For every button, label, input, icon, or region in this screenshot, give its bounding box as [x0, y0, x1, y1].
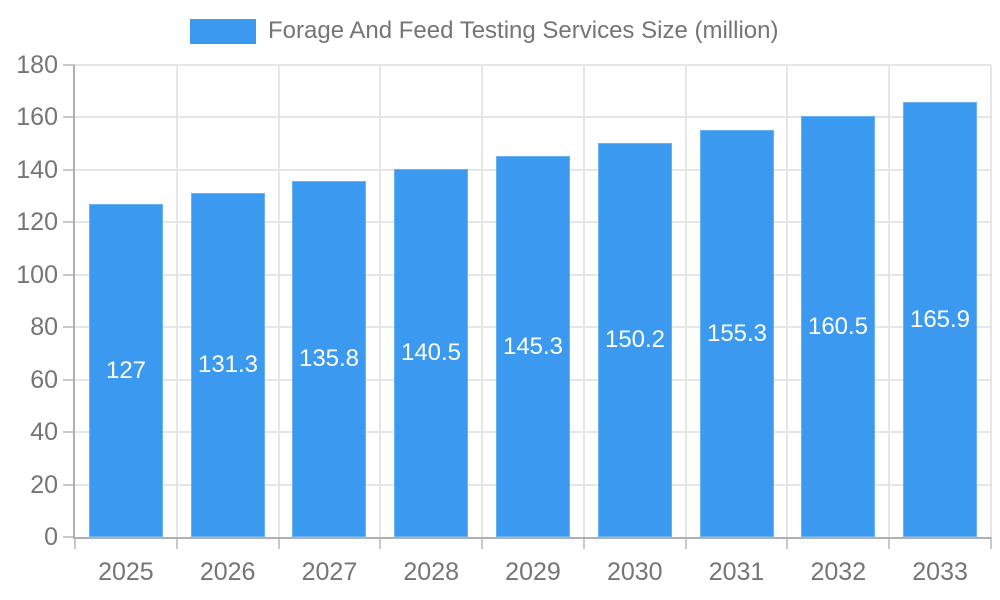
y-axis-tick: [63, 326, 75, 329]
bar-2031[interactable]: 155.3: [700, 130, 774, 537]
gridline-vertical: [786, 65, 789, 537]
bar-2025[interactable]: 127: [89, 204, 163, 537]
gridline-vertical: [684, 65, 687, 537]
y-axis-tick: [63, 483, 75, 486]
bar-2028[interactable]: 140.5: [394, 169, 468, 537]
y-axis-tick: [63, 116, 75, 119]
x-axis-label: 2029: [505, 558, 561, 586]
gridline-vertical: [582, 65, 585, 537]
bar-2029[interactable]: 145.3: [496, 156, 570, 537]
y-axis-label: 40: [30, 418, 58, 447]
y-axis-label: 80: [30, 313, 58, 342]
x-axis-tick: [74, 537, 76, 549]
legend-item[interactable]: Forage And Feed Testing Services Size (m…: [190, 17, 778, 45]
bar-value-label: 127: [105, 356, 147, 384]
gridline-vertical: [990, 65, 992, 537]
x-axis-tick: [888, 537, 891, 549]
x-axis-line: [73, 537, 991, 539]
gridline-horizontal: [75, 64, 991, 66]
y-axis-label: 0: [44, 523, 58, 551]
y-axis-label: 100: [16, 260, 58, 289]
y-axis-tick: [63, 221, 75, 224]
bar-value-label: 135.8: [298, 345, 360, 372]
bar-value-label: 145.3: [502, 332, 564, 360]
gridline-vertical: [277, 65, 280, 537]
gridline-vertical: [888, 65, 891, 537]
gridline-horizontal: [75, 116, 991, 119]
y-axis-tick: [63, 536, 75, 538]
y-axis-label: 140: [16, 155, 58, 184]
gridline-vertical: [379, 65, 382, 537]
x-axis-tick: [481, 537, 484, 549]
bar-2026[interactable]: 131.3: [191, 193, 265, 537]
legend-label: Forage And Feed Testing Services Size (m…: [268, 17, 779, 44]
x-axis-label: 2032: [810, 558, 867, 586]
gridline-vertical: [175, 65, 178, 537]
x-axis-tick: [990, 537, 992, 549]
y-axis-label: 60: [30, 365, 58, 394]
bar-value-label: 160.5: [807, 312, 869, 340]
legend-swatch: [190, 18, 256, 44]
y-axis-tick: [63, 273, 75, 276]
y-axis-line: [73, 65, 75, 539]
bar-value-label: 155.3: [706, 319, 768, 347]
x-axis-tick: [684, 537, 687, 549]
x-axis-label: 2031: [708, 558, 765, 586]
bar-value-label: 140.5: [400, 339, 462, 366]
y-axis-tick: [63, 378, 75, 381]
y-axis-label: 180: [16, 51, 58, 79]
bar-2027[interactable]: 135.8: [292, 181, 366, 537]
y-axis-label: 120: [16, 208, 58, 237]
x-axis-label: 2033: [912, 558, 968, 586]
x-axis-label: 2028: [403, 558, 460, 586]
bar-2032[interactable]: 160.5: [801, 116, 875, 537]
y-axis-label: 20: [30, 470, 58, 499]
y-axis-tick: [63, 64, 75, 66]
bar-2030[interactable]: 150.2: [598, 143, 672, 537]
bar-value-label: 165.9: [909, 305, 971, 333]
x-axis-tick: [175, 537, 178, 549]
x-axis-label: 2025: [98, 558, 154, 586]
bar-2033[interactable]: 165.9: [903, 102, 977, 537]
x-axis-label: 2030: [606, 558, 663, 586]
x-axis-tick: [582, 537, 585, 549]
y-axis-label: 160: [16, 103, 58, 132]
y-axis-tick: [63, 431, 75, 434]
bar-value-label: 131.3: [197, 351, 259, 378]
y-axis-tick: [63, 168, 75, 171]
gridline-vertical: [481, 65, 484, 537]
x-axis-label: 2027: [301, 558, 358, 586]
x-axis-tick: [786, 537, 789, 549]
x-axis-label: 2026: [199, 558, 256, 586]
x-axis-tick: [379, 537, 382, 549]
x-axis-tick: [277, 537, 280, 549]
bar-value-label: 150.2: [604, 326, 666, 353]
